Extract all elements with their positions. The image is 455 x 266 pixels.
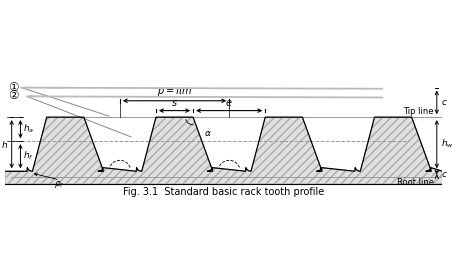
Text: ①: ① — [9, 81, 19, 94]
Text: $p = \pi m$: $p = \pi m$ — [157, 86, 192, 98]
Text: Fig. 3.1  Standard basic rack tooth profile: Fig. 3.1 Standard basic rack tooth profi… — [123, 187, 324, 197]
Text: $e$: $e$ — [225, 98, 233, 109]
Text: Tip line: Tip line — [403, 107, 434, 116]
Text: $\alpha$: $\alpha$ — [204, 129, 212, 138]
Text: $h_a$: $h_a$ — [23, 123, 34, 135]
Text: $s$: $s$ — [171, 98, 178, 109]
Text: $c$: $c$ — [441, 98, 448, 107]
Text: $c$: $c$ — [441, 170, 448, 179]
Text: $h$: $h$ — [1, 139, 9, 150]
Polygon shape — [5, 117, 442, 184]
Text: $h_w$: $h_w$ — [441, 138, 454, 151]
Text: $\rho_f$: $\rho_f$ — [55, 179, 65, 190]
Text: $h_f$: $h_f$ — [23, 150, 33, 163]
Text: Root line: Root line — [396, 178, 434, 187]
Text: ②: ② — [9, 89, 19, 102]
